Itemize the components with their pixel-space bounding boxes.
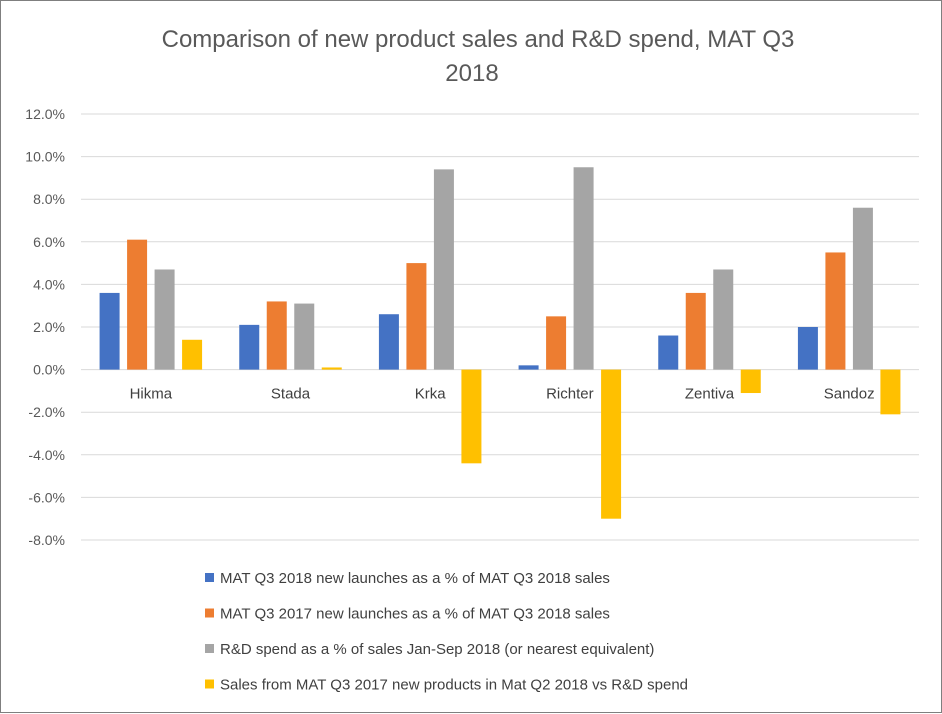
legend-swatch [205,608,214,618]
category-label: Hikma [130,386,173,403]
category-label: Sandoz [824,386,875,403]
category-label: Richter [546,386,594,403]
category-label: Stada [271,386,311,403]
bar-hikma-series-4 [182,339,203,370]
bar-hikma-series-2 [127,239,148,370]
legend-label: Sales from MAT Q3 2017 new products in M… [220,677,688,694]
y-tick-label: 8.0% [33,191,65,207]
bar-hikma-series-3 [154,269,175,370]
bar-richter-series-4 [601,369,622,519]
bars [99,167,901,519]
gridlines [81,113,919,541]
legend: MAT Q3 2018 new launches as a % of MAT Q… [205,570,688,694]
bar-sandoz-series-4 [880,369,901,415]
bar-krka-series-3 [433,169,454,370]
chart-title-line-2: 2018 [445,60,498,87]
bar-richter-series-3 [573,167,594,370]
legend-swatch [205,644,214,653]
legend-label: MAT Q3 2017 new launches as a % of MAT Q… [220,606,610,623]
bar-stada-series-1 [239,324,260,370]
bar-zentiva-series-1 [658,335,679,370]
bar-krka-series-2 [406,263,427,370]
y-tick-label: 0.0% [33,362,65,378]
bar-krka-series-4 [461,369,482,464]
bar-hikma-series-1 [99,292,120,370]
y-tick-label: 10.0% [25,149,65,165]
chart-title-line-1: Comparison of new product sales and R&D … [162,26,795,53]
bar-stada-series-4 [321,367,342,370]
category-label: Krka [415,386,447,403]
category-label: Zentiva [685,386,735,403]
bar-zentiva-series-4 [740,369,761,394]
y-tick-label: -2.0% [28,404,65,420]
y-tick-label: 2.0% [33,319,65,335]
y-tick-label: -8.0% [28,532,65,548]
bar-stada-series-3 [294,303,315,370]
legend-swatch [205,573,214,582]
legend-label: R&D spend as a % of sales Jan-Sep 2018 (… [220,641,654,658]
bar-zentiva-series-2 [685,292,706,370]
y-tick-label: 12.0% [25,106,65,122]
y-tick-label: -4.0% [28,447,65,463]
y-tick-label: -6.0% [28,489,65,505]
category-labels: Hikma Stada Krka Richter Zentiva Sandoz [130,386,875,403]
bar-richter-series-1 [518,365,539,370]
legend-swatch [205,679,214,689]
bar-stada-series-2 [266,301,287,370]
legend-label: MAT Q3 2018 new launches as a % of MAT Q… [220,570,610,587]
bar-zentiva-series-3 [713,269,734,370]
bar-richter-series-2 [546,316,567,370]
bar-sandoz-series-3 [852,207,873,370]
bar-sandoz-series-1 [797,327,818,370]
bar-sandoz-series-2 [825,252,846,370]
y-tick-label: 4.0% [33,276,65,292]
y-axis-ticks: 12.0% 10.0% 8.0% 6.0% 4.0% 2.0% 0.0% -2.0% -4.0%… [25,106,65,548]
y-tick-label: 6.0% [33,234,65,250]
bar-krka-series-1 [378,314,399,370]
